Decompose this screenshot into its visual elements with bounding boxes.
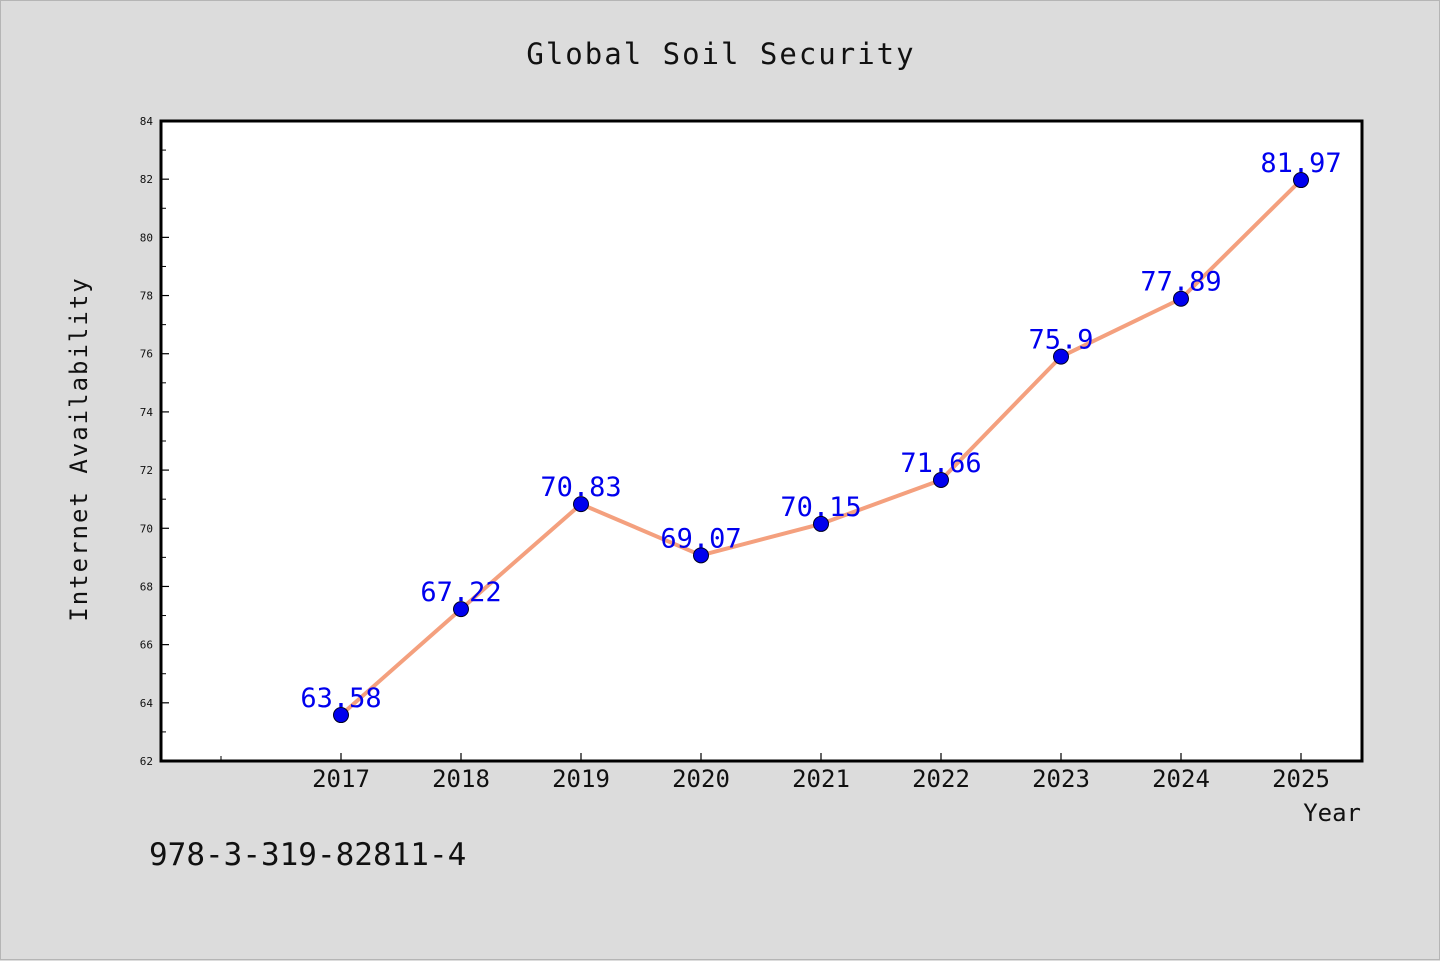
data-label: 63.58: [300, 683, 381, 714]
data-label: 70.15: [780, 492, 861, 523]
y-tick-label: 76: [140, 348, 153, 361]
data-point: [693, 547, 709, 564]
data-label: 81.97: [1260, 148, 1341, 179]
series-layer: 63.58 67.22 70.83 69.07 70.15 71.66 75.9 77.89 8…: [300, 148, 1342, 724]
x-tick-label: 2024: [1152, 765, 1210, 793]
y-tick-label: 68: [140, 580, 153, 593]
data-point: [1053, 348, 1069, 365]
chart-title: Global Soil Security: [526, 37, 915, 71]
x-axis: 2017 2018 2019 2020 2021 2022 2023 2024 2025: [220, 753, 1330, 793]
x-axis-label: Year: [1303, 799, 1361, 827]
data-point: [1173, 290, 1189, 307]
x-tick-label: 2018: [432, 765, 490, 793]
data-point: [1293, 172, 1309, 189]
data-point: [813, 515, 829, 532]
x-tick-label: 2022: [912, 765, 970, 793]
plot-frame: [159, 119, 1364, 763]
data-label: 69.07: [660, 523, 741, 554]
y-tick-label: 66: [140, 639, 153, 652]
y-axis: 62 64 66 68 70 72 74 76 78 80 82 84: [140, 115, 169, 768]
y-tick-label: 64: [140, 697, 154, 710]
data-label: 77.89: [1140, 267, 1221, 298]
x-tick-label: 2020: [672, 765, 730, 793]
data-point: [933, 471, 949, 488]
y-tick-label: 72: [140, 464, 153, 477]
x-tick-label: 2023: [1032, 765, 1090, 793]
data-point: [333, 707, 349, 724]
isbn-label: 978-3-319-82811-4: [149, 837, 466, 873]
data-label: 71.66: [900, 448, 981, 479]
data-label: 75.9: [1028, 325, 1093, 356]
y-tick-label: 82: [140, 173, 153, 186]
data-label: 67.22: [420, 577, 501, 608]
data-label: 70.83: [540, 472, 621, 503]
y-tick-label: 78: [140, 290, 153, 303]
x-tick-label: 2021: [792, 765, 850, 793]
y-tick-label: 74: [140, 406, 154, 419]
data-point: [573, 496, 589, 513]
y-axis-label: Internet Availability: [65, 276, 93, 621]
y-tick-label: 84: [140, 115, 154, 128]
data-point: [453, 601, 469, 618]
x-tick-label: 2017: [312, 765, 370, 793]
y-tick-label: 62: [140, 755, 153, 768]
x-tick-label: 2019: [552, 765, 610, 793]
y-tick-label: 70: [140, 522, 153, 535]
x-tick-label: 2025: [1272, 765, 1330, 793]
y-tick-label: 80: [140, 231, 153, 244]
plot-area: [161, 121, 1362, 761]
